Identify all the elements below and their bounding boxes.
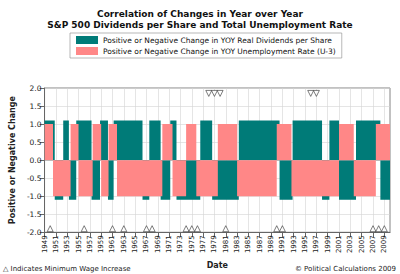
svg-text:1973: 1973 bbox=[176, 235, 184, 253]
svg-text:0.5: 0.5 bbox=[30, 138, 42, 147]
svg-text:1985: 1985 bbox=[244, 235, 252, 253]
svg-text:Correlation of Changes in Year: Correlation of Changes in Year over Year bbox=[97, 9, 303, 19]
svg-text:1987: 1987 bbox=[256, 235, 264, 253]
svg-text:1999: 1999 bbox=[324, 235, 332, 253]
svg-text:△ Indicates Minimum Wage Incre: △ Indicates Minimum Wage Increase bbox=[3, 265, 131, 273]
svg-text:1961: 1961 bbox=[108, 235, 116, 253]
svg-text:Positive or Negative Change in: Positive or Negative Change in YOY Unemp… bbox=[103, 47, 336, 56]
svg-text:1957: 1957 bbox=[86, 235, 94, 253]
svg-text:1953: 1953 bbox=[63, 235, 71, 253]
svg-text:2.0: 2.0 bbox=[30, 84, 42, 93]
svg-text:1977: 1977 bbox=[199, 235, 207, 253]
svg-text:Positive or Negative Change in: Positive or Negative Change in YOY Real … bbox=[103, 36, 332, 45]
svg-text:Date: Date bbox=[207, 261, 229, 270]
svg-text:2009: 2009 bbox=[380, 235, 388, 253]
svg-text:1997: 1997 bbox=[312, 235, 320, 253]
svg-text:1969: 1969 bbox=[154, 235, 162, 253]
svg-text:1949: 1949 bbox=[41, 235, 49, 253]
svg-text:S&P 500 Dividends per Share an: S&P 500 Dividends per Share and Total Un… bbox=[47, 20, 352, 30]
svg-text:1971: 1971 bbox=[165, 235, 173, 253]
svg-text:© Political Calculations 2009: © Political Calculations 2009 bbox=[295, 265, 396, 273]
svg-text:1951: 1951 bbox=[52, 235, 60, 253]
svg-text:1967: 1967 bbox=[142, 235, 150, 253]
svg-text:1983: 1983 bbox=[233, 235, 241, 253]
svg-text:2005: 2005 bbox=[358, 235, 366, 253]
svg-text:1975: 1975 bbox=[188, 235, 196, 253]
svg-text:1981: 1981 bbox=[222, 235, 230, 253]
svg-text:1.5: 1.5 bbox=[30, 102, 42, 111]
svg-text:1965: 1965 bbox=[131, 235, 139, 253]
svg-text:1959: 1959 bbox=[97, 235, 105, 253]
svg-text:1963: 1963 bbox=[120, 235, 128, 253]
svg-text:1991: 1991 bbox=[278, 235, 286, 253]
svg-text:-1.5: -1.5 bbox=[27, 210, 42, 219]
svg-text:1989: 1989 bbox=[267, 235, 275, 253]
svg-text:-0.5: -0.5 bbox=[27, 174, 42, 183]
svg-text:1.0: 1.0 bbox=[30, 120, 42, 129]
svg-text:-1.0: -1.0 bbox=[27, 192, 42, 201]
svg-text:2001: 2001 bbox=[335, 235, 343, 253]
svg-text:-2.0: -2.0 bbox=[27, 228, 42, 237]
svg-text:0.0: 0.0 bbox=[30, 156, 42, 165]
svg-text:2003: 2003 bbox=[346, 235, 354, 253]
svg-text:1993: 1993 bbox=[290, 235, 298, 253]
svg-text:1979: 1979 bbox=[210, 235, 218, 253]
svg-text:Positive or Negative Change: Positive or Negative Change bbox=[8, 96, 17, 225]
svg-text:2007: 2007 bbox=[369, 235, 377, 253]
svg-text:1955: 1955 bbox=[75, 235, 83, 253]
svg-text:1995: 1995 bbox=[301, 235, 309, 253]
